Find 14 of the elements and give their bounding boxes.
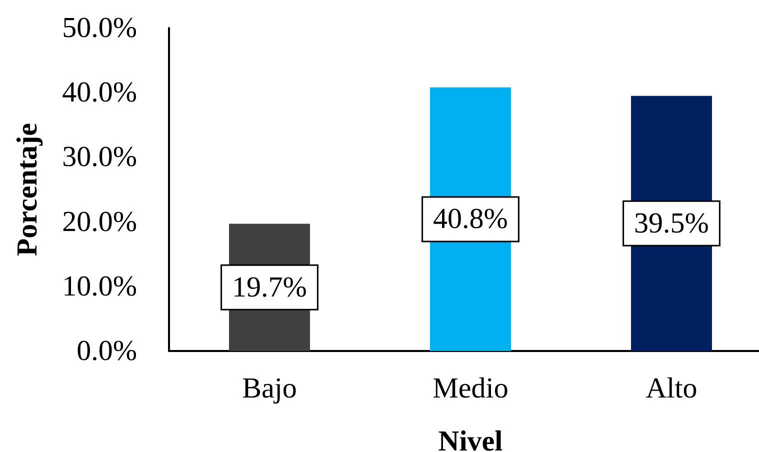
x-tick-label: Alto	[646, 372, 698, 404]
x-tick-label: Medio	[432, 372, 508, 404]
y-tick-label: 50.0%	[62, 12, 137, 44]
y-axis-title: Porcentaje	[12, 122, 44, 256]
y-tick-label: 0.0%	[76, 335, 137, 367]
x-axis-title: Nivel	[438, 426, 503, 452]
y-tick-label: 40.0%	[62, 76, 137, 109]
y-tick-label: 10.0%	[62, 270, 137, 302]
data-label: 19.7%	[232, 271, 307, 304]
y-tick-label: 20.0%	[62, 206, 137, 238]
y-tick-label: 30.0%	[62, 141, 137, 174]
x-tick-label: Bajo	[242, 372, 297, 404]
data-label: 39.5%	[634, 207, 709, 240]
data-label: 40.8%	[433, 203, 508, 236]
